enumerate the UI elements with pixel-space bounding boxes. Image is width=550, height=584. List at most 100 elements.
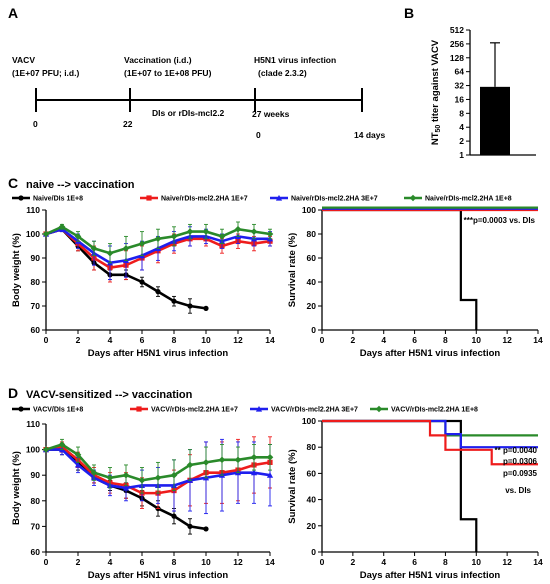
chart-d-right-ylabel: Survival rate (%): [287, 449, 298, 523]
chart-c-left-data-point: [154, 235, 162, 243]
chart-c-left-data-point: [90, 245, 98, 252]
chart-d-left-xtick-label: 10: [201, 557, 211, 567]
chart-c-left-ytick-label: 80: [31, 277, 41, 287]
chart-d-right-ytick-label: 0: [311, 547, 316, 557]
chart-d-legend-label: VACV/rDIs-mcl2.2HA 1E+8: [391, 407, 478, 414]
chart-d-left-data-point: [122, 471, 130, 479]
chart-c-left-data-point: [203, 305, 209, 311]
chart-d-left-data-point: [250, 469, 258, 476]
chart-c-left-xtick-label: 14: [265, 335, 275, 345]
chart-c-left-xtick-label: 10: [201, 335, 211, 345]
chart-d-right-xtick-label: 12: [502, 557, 512, 567]
chart-b-ytick-label: 1: [459, 150, 464, 160]
chart-b-ytick-label: 16: [455, 94, 465, 104]
chart-d-right: 0 2 4 6 8 10 12 14 0 20 40 60 80 100 Days after H5N1 v…: [287, 416, 543, 581]
chart-d-right-annotation-3: p=0.0935: [503, 469, 538, 478]
chart-d-left-ytick-label: 70: [31, 521, 41, 531]
chart-d-right-xtick-label: 10: [472, 557, 482, 567]
timeline-label-3-line2: (clade 2.3.2): [258, 68, 307, 78]
chart-d-left-ytick-label: 80: [31, 496, 41, 506]
chart-d-left-ytick-label: 90: [31, 470, 41, 480]
chart-d-legend-label: VACV/rDIs-mcl2.2HA 1E+7: [151, 407, 238, 414]
chart-d-left-xtick-label: 14: [265, 557, 275, 567]
chart-c-legend-marker: [275, 194, 283, 201]
chart-d-right-ytick-label: 20: [307, 521, 317, 531]
chart-c-left-data-point: [155, 289, 161, 295]
chart-c-right-ylabel: Survival rate (%): [287, 233, 298, 307]
chart-c-right-annotation: ***p=0.0003 vs. DIs: [464, 216, 536, 225]
chart-d-right-xtick-label: 14: [533, 557, 543, 567]
chart-d-right-ytick-label: 80: [307, 442, 317, 452]
chart-d-left-data-point: [171, 513, 177, 519]
chart-c-left-xlabel: Days after H5N1 virus infection: [88, 348, 229, 359]
chart-d-left-data-point: [122, 484, 130, 491]
chart-d-left: 0 2 4 6 8 10 12 14 60 70 80 90 100 110 Days after H5N1…: [11, 419, 275, 581]
chart-d-legend-marker: [136, 406, 142, 412]
chart-c-right-xtick-label: 14: [533, 335, 543, 345]
timeline-second-tick-14: 14 days: [354, 130, 385, 140]
chart-c-right-xtick-label: 6: [412, 335, 417, 345]
chart-c-right-xtick-label: 4: [381, 335, 386, 345]
chart-c-left-xtick-label: 4: [108, 335, 113, 345]
timeline: VACV (1E+07 PFU; i.d.) Vaccination (i.d.…: [12, 55, 385, 140]
chart-d-left-xlabel: Days after H5N1 virus infection: [88, 570, 229, 581]
chart-b-ytick-label: 512: [450, 25, 464, 35]
chart-d-left-xtick-label: 4: [108, 557, 113, 567]
timeline-label-1-line1: VACV: [12, 55, 35, 65]
timeline-label-2-line2: (1E+07 to 1E+08 PFU): [124, 68, 212, 78]
chart-c-left-ytick-label: 70: [31, 301, 41, 311]
chart-c-right-xtick-label: 2: [350, 335, 355, 345]
chart-c-right-xtick-label: 12: [502, 335, 512, 345]
chart-c-right-ytick-label: 0: [311, 325, 316, 335]
chart-d-legend-marker: [255, 405, 263, 412]
chart-c-right-ytick-label: 100: [302, 205, 316, 215]
chart-d-right-annotation-4: vs. DIs: [505, 486, 531, 495]
chart-d-left-data-point: [58, 441, 66, 448]
chart-c-left-data-point: [138, 240, 146, 247]
chart-c-left-xtick-label: 8: [172, 335, 177, 345]
chart-c-left-data-point: [170, 233, 178, 240]
timeline-second-tick-0: 0: [256, 130, 261, 140]
chart-d-left-data-point: [202, 459, 210, 466]
chart-c-left-data-point: [139, 279, 145, 285]
chart-d-legend-label: VACV/rDIs-mcl2.2HA 3E+7: [271, 407, 358, 414]
chart-b: 1 2 4 8 16 32 64 128 256 512 NT50 titer against VA…: [430, 25, 536, 160]
legend-d: VACV/DIs 1E+8 VACV/rDIs-mcl2.2HA 1E+7 VACV…: [12, 405, 478, 414]
chart-d-left-data-point: [42, 446, 50, 453]
timeline-label-3-line1: H5N1 virus infection: [254, 55, 336, 65]
chart-c-left-ylabel: Body weight (%): [11, 233, 22, 307]
chart-c-title: naive --> vaccination: [26, 179, 135, 191]
chart-b-ytick-label: 256: [450, 39, 464, 49]
chart-d-left-data-point: [170, 471, 178, 479]
chart-b-ytick-label: 128: [450, 53, 464, 63]
chart-d-right-xtick-label: 0: [320, 557, 325, 567]
chart-c-left-data-point: [106, 249, 114, 257]
chart-d-right-xtick-label: 8: [443, 557, 448, 567]
chart-c-left-xtick-label: 2: [76, 335, 81, 345]
chart-d-left-xtick-label: 2: [76, 557, 81, 567]
timeline-label-1-line2: (1E+07 PFU; i.d.): [12, 68, 79, 78]
chart-c-right-ytick-label: 40: [307, 277, 317, 287]
chart-c-legend-label: Naive/rDIs-mcl2.2HA 1E+7: [161, 196, 248, 203]
chart-d-left-data-point: [106, 474, 114, 482]
chart-c-legend-label: Naive/rDIs-mcl2.2HA 1E+8: [425, 196, 512, 203]
chart-c-right-xtick-label: 8: [443, 335, 448, 345]
chart-c-right-xtick-label: 10: [472, 335, 482, 345]
timeline-tick-label-0: 0: [33, 119, 38, 129]
chart-c-right-ytick-label: 60: [307, 253, 317, 263]
chart-c-left-data-point: [74, 233, 82, 240]
chart-d-left-xtick-label: 8: [172, 557, 177, 567]
chart-d-left-data-point: [250, 453, 258, 461]
chart-d-right-annotation-1: ** p=0.0040: [495, 446, 538, 455]
chart-b-ytick-label: 4: [459, 122, 464, 132]
chart-c-right-ytick-label: 20: [307, 301, 317, 311]
chart-c-right-ytick-label: 80: [307, 229, 317, 239]
timeline-middle-label: DIs or rDIs-mcl2.2: [152, 108, 225, 118]
panel-label-d: D: [8, 385, 18, 401]
chart-d-legend-marker: [18, 406, 24, 412]
chart-d-left-data-point: [234, 456, 242, 464]
chart-b-ytick-label: 2: [459, 136, 464, 146]
chart-c-legend-label: Naive/rDIs-mcl2.2HA 3E+7: [291, 196, 378, 203]
chart-c-left-xtick-label: 12: [233, 335, 243, 345]
